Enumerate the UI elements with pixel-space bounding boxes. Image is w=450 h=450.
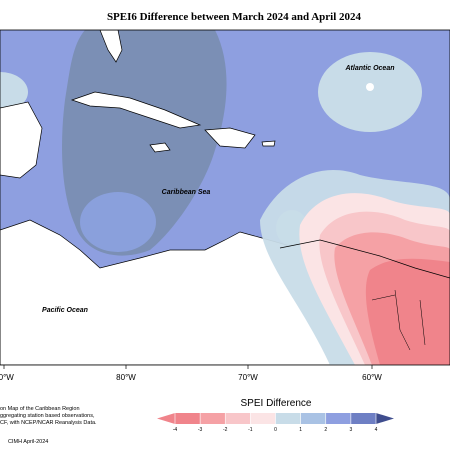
longitude-axis: 90°W 80°W 70°W 60°W — [0, 365, 382, 382]
coastline — [279, 239, 450, 279]
note-line: ggregating station based observations, — [0, 413, 95, 419]
land — [99, 30, 123, 63]
legend-title: SPEI Difference — [241, 398, 312, 409]
colorbar-tick-label: -4 — [173, 427, 178, 433]
land — [70, 91, 202, 129]
colorbar-end — [376, 413, 394, 424]
colorbar: -4 -3 -2 -1 0 1 2 3 4 — [157, 413, 394, 433]
map-frame — [0, 29, 450, 366]
note-line: CF, with NCEP/NCAR Reanalysis Data. — [0, 420, 97, 426]
lon-label: 90°W — [0, 373, 14, 382]
colorbar-bin — [225, 413, 251, 424]
colorbar-tick-label: 0 — [274, 427, 277, 433]
field-region — [0, 72, 28, 112]
colorbar-end — [157, 413, 175, 424]
colorbar-tick-label: 1 — [299, 427, 302, 433]
field-region — [80, 192, 156, 252]
colorbar-tick-label: -2 — [223, 427, 228, 433]
map-title: SPEI6 Difference between March 2024 and … — [107, 11, 362, 23]
note-line: on Map of the Caribbean Region — [0, 406, 80, 412]
colorbar-bin — [250, 413, 276, 424]
border — [371, 289, 426, 351]
lon-label: 70°W — [238, 373, 258, 382]
colorbar-tick-label: -3 — [198, 427, 203, 433]
lon-label: 80°W — [116, 373, 136, 382]
colorbar-tick-label: 2 — [324, 427, 327, 433]
map: Atlantic Ocean Caribbean Sea Pacific Oce… — [0, 30, 450, 365]
colorbar-bin — [325, 413, 351, 424]
colorbar-bin — [350, 413, 376, 424]
lon-label: 60°W — [362, 373, 382, 382]
sea-label: Atlantic Ocean — [344, 65, 394, 72]
field-region — [366, 83, 374, 91]
colorbar-tick-label: 4 — [375, 427, 378, 433]
sea-label: Caribbean Sea — [162, 189, 211, 196]
colorbar-bin — [175, 413, 201, 424]
colorbar-tick-label: -1 — [248, 427, 253, 433]
colorbar-tick-label: 3 — [349, 427, 352, 433]
land — [0, 101, 43, 179]
colorbar-bin — [275, 413, 301, 424]
colorbar-bin — [300, 413, 326, 424]
field-region — [365, 258, 450, 365]
colorbar-bin — [200, 413, 226, 424]
land — [261, 140, 276, 147]
land — [149, 142, 171, 153]
field-region — [318, 52, 422, 132]
land — [204, 127, 256, 149]
credit: CIMH April-2024 — [8, 439, 48, 445]
sea-label: Pacific Ocean — [42, 307, 88, 314]
